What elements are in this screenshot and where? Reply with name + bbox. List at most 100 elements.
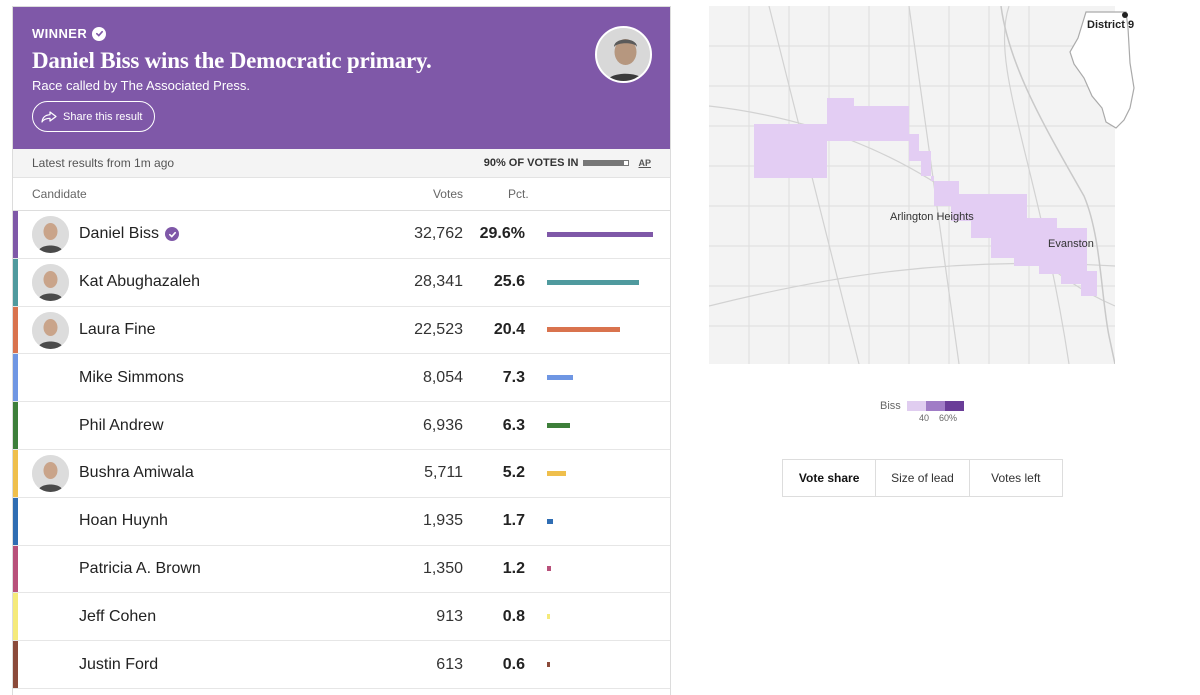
votes-column-header: Votes (432, 187, 463, 201)
map-mode-tabs: Vote share Size of lead Votes left (782, 459, 1063, 497)
winner-check-icon (165, 227, 180, 242)
votes-in-bar (583, 160, 630, 166)
candidate-color-swatch (13, 402, 18, 449)
candidate-share-bar (547, 423, 570, 429)
candidate-share-bar (547, 327, 620, 333)
candidate-share-bar (547, 566, 551, 572)
candidate-votes: 1,350 (422, 559, 463, 577)
candidate-name: Daniel Biss (79, 225, 180, 243)
legend-title: Biss (880, 400, 901, 412)
candidate-row: Mike Simmons 8,054 7.3 (13, 354, 670, 403)
candidate-pct: 25.6 (493, 273, 525, 291)
candidate-name: Justin Ford (79, 656, 158, 674)
candidate-row: Laura Fine 22,523 20.4 (13, 306, 670, 355)
votes-in-text: 90% OF VOTES IN (483, 157, 579, 169)
candidate-color-swatch (13, 449, 18, 497)
legend-tick-60: 60% (939, 413, 958, 423)
candidate-column-header: Candidate (32, 187, 87, 201)
votes-in-bar-fill (584, 161, 625, 165)
candidate-share-bar (547, 375, 573, 381)
candidate-name-text: Hoan Huynh (79, 512, 168, 530)
candidate-pct: 0.8 (502, 607, 525, 625)
candidate-name: Hoan Huynh (79, 512, 168, 530)
legend-tick-40: 40 (919, 413, 930, 423)
candidate-color-swatch (13, 497, 18, 545)
candidate-votes: 8,054 (422, 368, 463, 386)
candidate-name-text: Laura Fine (79, 320, 156, 338)
candidate-row: Jeff Cohen 913 0.8 (13, 593, 670, 642)
legend-swatch-high (944, 401, 964, 411)
tab-vote-share[interactable]: Vote share (783, 460, 877, 496)
candidate-name: Bushra Amiwala (79, 464, 194, 482)
evanston-label: Evanston (1048, 238, 1094, 250)
tab-votes-left[interactable]: Votes left (991, 471, 1041, 485)
candidate-share-bar (547, 279, 639, 285)
candidate-name-text: Kat Abughazaleh (79, 273, 200, 291)
candidate-row: Daniel Biss 32,762 29.6% (13, 211, 670, 259)
tab-size-of-lead[interactable]: Size of lead (876, 460, 970, 496)
share-arrow-icon (41, 110, 57, 123)
candidate-table: Daniel Biss 32,762 29.6% Kat Abughazaleh 28,… (13, 211, 670, 689)
illinois-locator-map (1069, 11, 1135, 129)
map-canvas (709, 6, 1115, 364)
votes-in-indicator: 90% OF VOTES IN AP (484, 157, 651, 169)
pct-column-header: Pct. (508, 187, 529, 201)
district-label: District 9 (1087, 19, 1135, 31)
candidate-name: Mike Simmons (79, 369, 184, 387)
candidate-votes: 28,341 (414, 273, 463, 291)
candidate-votes: 913 (436, 607, 463, 625)
candidate-share-bar (547, 662, 550, 668)
status-bar: Latest results from 1m ago 90% OF VOTES … (13, 149, 670, 178)
results-card: WINNER Daniel Biss wins the Democratic p… (12, 6, 671, 695)
candidate-pct: 20.4 (493, 320, 525, 338)
candidate-color-swatch (13, 211, 18, 258)
candidate-share-bar (547, 470, 566, 476)
candidate-color-swatch (13, 354, 18, 402)
candidate-name-text: Patricia A. Brown (79, 559, 201, 577)
candidate-votes: 22,523 (414, 320, 463, 338)
ap-source-link[interactable]: AP (638, 158, 651, 168)
candidate-pct: 5.2 (502, 464, 525, 482)
candidate-color-swatch (13, 306, 18, 354)
map-legend: Biss (880, 400, 964, 412)
candidate-row: Phil Andrew 6,936 6.3 (13, 402, 670, 450)
candidate-avatar (32, 454, 69, 492)
share-button[interactable]: Share this result (32, 101, 156, 132)
district-location-dot (1122, 12, 1128, 18)
candidate-color-swatch (13, 593, 18, 641)
candidate-row: Hoan Huynh 1,935 1.7 (13, 497, 670, 546)
district-map[interactable]: Arlington Heights Evanston (709, 6, 1115, 364)
legend-swatch-mid (925, 401, 945, 411)
winner-row: WINNER (32, 26, 670, 41)
candidate-votes: 6,936 (422, 416, 463, 434)
winner-headshot (595, 26, 652, 83)
candidate-pct: 6.3 (502, 416, 525, 434)
candidate-name-text: Mike Simmons (79, 368, 184, 386)
candidate-pct: 1.7 (502, 512, 525, 530)
candidate-name: Patricia A. Brown (79, 560, 201, 578)
candidate-share-bar (547, 518, 553, 524)
candidate-name: Laura Fine (79, 321, 156, 339)
candidate-name-text: Justin Ford (79, 655, 159, 673)
candidate-pct: 7.3 (502, 368, 525, 386)
candidate-votes: 32,762 (414, 225, 463, 243)
candidate-row: Justin Ford 613 0.6 (13, 641, 670, 689)
checkmark-icon (92, 26, 107, 41)
share-label: Share this result (63, 110, 143, 123)
arlington-heights-label: Arlington Heights (890, 211, 974, 223)
candidate-name: Kat Abughazaleh (79, 273, 200, 291)
legend-swatch-low (906, 401, 926, 411)
candidate-votes: 5,711 (424, 464, 463, 482)
candidate-avatar (32, 311, 69, 349)
winner-label: WINNER (32, 26, 88, 41)
candidate-name-text: Jeff Cohen (79, 607, 157, 625)
candidate-color-swatch (13, 641, 18, 688)
candidate-share-bar (547, 614, 550, 620)
candidate-share-bar (547, 231, 653, 237)
candidate-pct: 1.2 (502, 559, 525, 577)
winner-banner: WINNER Daniel Biss wins the Democratic p… (13, 7, 670, 149)
called-by-text: Race called by The Associated Press. (32, 78, 250, 93)
candidate-row: Bushra Amiwala 5,711 5.2 (13, 449, 670, 498)
candidate-name-text: Daniel Biss (79, 225, 160, 243)
candidate-color-swatch (13, 545, 18, 593)
